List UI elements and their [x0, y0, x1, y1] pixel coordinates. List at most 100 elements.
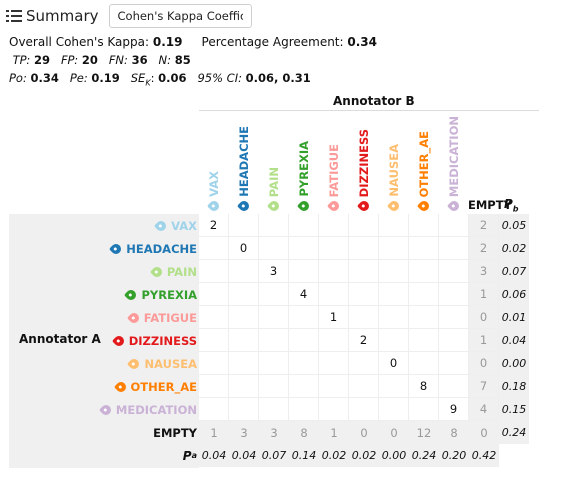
matrix-cell — [259, 329, 289, 352]
se-colon: : — [150, 71, 155, 85]
matrix-cell — [229, 260, 259, 283]
tag-icon — [446, 198, 462, 214]
matrix-cell: 9 — [439, 398, 469, 421]
empty-count-cell: 4 — [469, 398, 499, 421]
pa-value-cell: 0.42 — [469, 444, 499, 467]
empty-count-cell: 2 — [469, 214, 499, 237]
pb-value-cell: 0.18 — [499, 375, 529, 398]
tag-icon — [326, 198, 342, 214]
ci-label: 95% CI: — [197, 71, 242, 85]
empty-row-cell: 3 — [259, 421, 289, 444]
col-header-pyrexia: PYREXIA — [289, 110, 319, 214]
pb-value-cell: 0.04 — [499, 329, 529, 352]
row-header-headache: HEADACHE — [109, 237, 197, 260]
pa-value-cell: 0.07 — [259, 444, 289, 467]
row-header-label: PAIN — [166, 264, 197, 279]
kappa-label: Overall Cohen's Kappa: — [9, 35, 150, 49]
kappa-value: 0.19 — [152, 35, 183, 49]
po-value: 0.34 — [30, 71, 59, 85]
row-header-label: VAX — [171, 218, 197, 233]
row-header-label: NAUSEA — [144, 356, 197, 371]
matrix-cell — [409, 352, 439, 375]
pb-value-cell: 0.00 — [499, 352, 529, 375]
matrix-cell — [379, 306, 409, 329]
empty-count-cell: 3 — [469, 260, 499, 283]
empty-count-cell: 2 — [469, 237, 499, 260]
matrix-cell — [289, 306, 319, 329]
summary-header: Summary — [6, 4, 252, 28]
row-header-label: HEADACHE — [126, 241, 197, 256]
matrix-cell — [409, 260, 439, 283]
fp-label: FP: — [60, 53, 79, 67]
matrix-cell — [439, 306, 469, 329]
pe-label: Pe: — [69, 71, 88, 85]
matrix-cell — [349, 214, 379, 237]
matrix-cell — [319, 260, 349, 283]
matrix-cell — [229, 398, 259, 421]
row-header-empty: EMPTY — [153, 425, 197, 440]
matrix-cell — [259, 237, 289, 260]
matrix-cell — [319, 398, 349, 421]
row-header-label: PYREXIA — [141, 287, 197, 302]
matrix-cell: 2 — [349, 329, 379, 352]
matrix-cell — [229, 306, 259, 329]
row-header-medication: MEDICATION — [98, 398, 197, 421]
empty-count-cell: 1 — [469, 283, 499, 306]
summary-title: Summary — [26, 7, 99, 25]
col-header-pb: Pb — [504, 197, 519, 214]
col-header-empty: EMPTY — [468, 198, 512, 212]
matrix-cell — [349, 237, 379, 260]
col-header-fatigue: FATIGUE — [319, 110, 349, 214]
matrix-cell — [319, 329, 349, 352]
matrix-cell — [289, 398, 319, 421]
matrix-cell — [349, 306, 379, 329]
matrix-cell — [439, 329, 469, 352]
matrix-cell — [439, 375, 469, 398]
empty-row-cell: 8 — [289, 421, 319, 444]
tag-icon — [356, 198, 372, 214]
matrix-cell — [319, 375, 349, 398]
matrix-cell — [199, 306, 229, 329]
matrix-cell — [259, 398, 289, 421]
matrix-cell: 2 — [199, 214, 229, 237]
matrix-cell — [409, 214, 439, 237]
po-label: Po: — [9, 71, 27, 85]
row-header-label: FATIGUE — [143, 310, 197, 325]
matrix-cell: 0 — [379, 352, 409, 375]
row-header-nausea: NAUSEA — [127, 352, 197, 375]
matrix-cell — [379, 283, 409, 306]
tag-icon — [149, 264, 164, 279]
pb-value-cell: 0.01 — [499, 306, 529, 329]
tag-icon — [266, 198, 282, 214]
matrix-cell — [379, 375, 409, 398]
tag-icon — [296, 198, 312, 214]
matrix-cell — [379, 398, 409, 421]
pb-value-cell: 0.06 — [499, 283, 529, 306]
tp-label: TP: — [12, 53, 31, 67]
empty-empty-cell: 0 — [469, 421, 499, 444]
tag-icon — [98, 402, 113, 417]
matrix-cell — [289, 352, 319, 375]
pb-value-cell: 0.15 — [499, 398, 529, 421]
matrix-cell — [259, 352, 289, 375]
tp-value: 29 — [33, 53, 50, 67]
col-header-label: PYREXIA — [297, 141, 311, 197]
col-header-label: MEDICATION — [447, 115, 461, 197]
empty-count-cell: 7 — [469, 375, 499, 398]
matrix-cell — [229, 352, 259, 375]
tag-icon — [386, 198, 402, 214]
pa-value-cell: 0.20 — [439, 444, 469, 467]
col-header-label: DIZZINESS — [357, 128, 371, 197]
annotator-a-heading: Annotator A — [19, 332, 101, 346]
matrix-cell — [199, 375, 229, 398]
col-header-other_ae: OTHER_AE — [409, 110, 439, 214]
matrix-cell — [409, 306, 439, 329]
pa-value-cell: 0.04 — [199, 444, 229, 467]
metric-select-input[interactable] — [108, 4, 252, 28]
matrix-cell — [409, 283, 439, 306]
col-header-dizziness: DIZZINESS — [349, 110, 379, 214]
matrix-cell — [409, 237, 439, 260]
pa-value-cell: 0.02 — [349, 444, 379, 467]
row-header-dizziness: DIZZINESS — [111, 329, 197, 352]
se-label: SE — [130, 71, 146, 85]
